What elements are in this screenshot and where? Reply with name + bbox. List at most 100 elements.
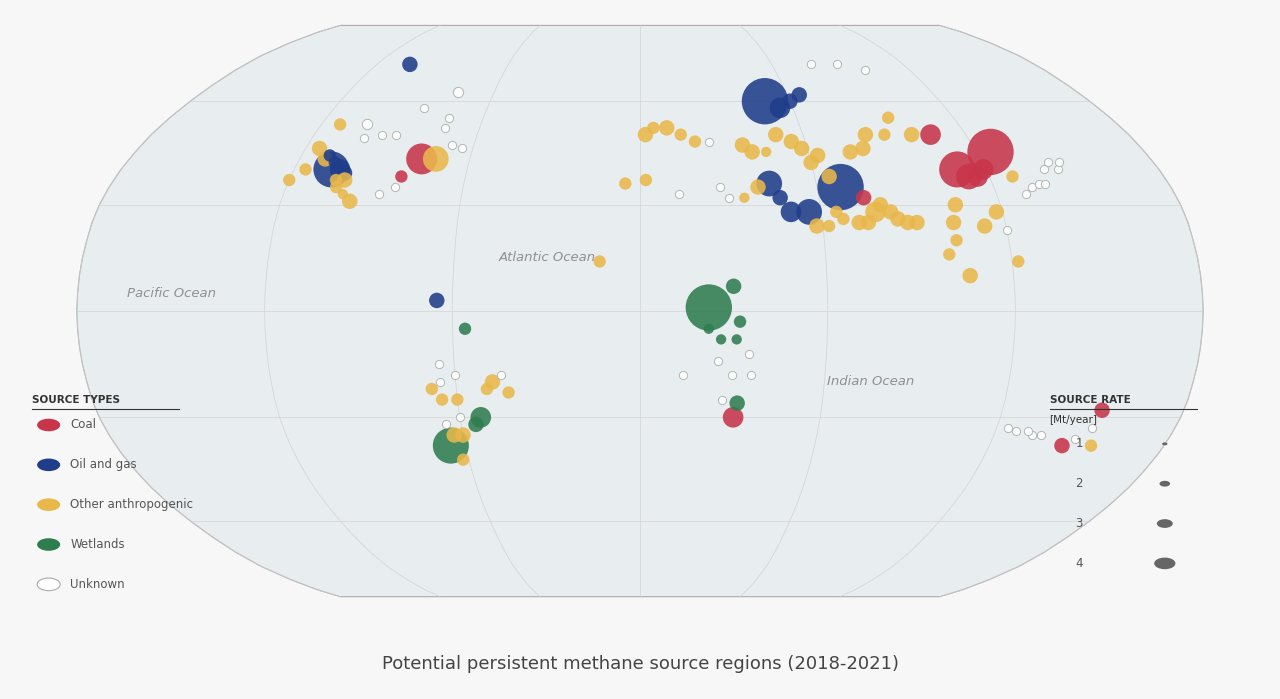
Point bbox=[492, 369, 512, 380]
Point bbox=[1021, 182, 1042, 193]
Text: Potential persistent methane source regions (2018-2021): Potential persistent methane source regi… bbox=[381, 655, 899, 673]
Point bbox=[801, 59, 822, 70]
Point bbox=[727, 334, 748, 345]
Point bbox=[769, 102, 790, 113]
Point bbox=[325, 175, 346, 186]
Point bbox=[855, 129, 876, 140]
Point bbox=[385, 129, 406, 140]
Point bbox=[334, 167, 355, 178]
Point bbox=[636, 175, 657, 186]
Point bbox=[310, 143, 330, 154]
Point bbox=[897, 217, 918, 228]
Point bbox=[385, 182, 406, 193]
Point bbox=[878, 112, 899, 123]
Text: [Mt/year]: [Mt/year] bbox=[1050, 415, 1097, 425]
Point bbox=[1080, 440, 1101, 452]
Point bbox=[444, 429, 465, 440]
Point bbox=[748, 182, 768, 193]
Text: Other anthropogenic: Other anthropogenic bbox=[70, 498, 193, 511]
Point bbox=[742, 146, 763, 157]
Point bbox=[730, 316, 750, 327]
Point bbox=[865, 206, 886, 217]
Point bbox=[326, 182, 347, 193]
Point bbox=[448, 86, 468, 97]
Point bbox=[635, 129, 655, 140]
Point bbox=[769, 192, 790, 203]
Text: Atlantic Ocean: Atlantic Ocean bbox=[498, 252, 595, 264]
Point bbox=[315, 153, 335, 164]
Point bbox=[854, 192, 874, 203]
Point bbox=[1006, 426, 1027, 437]
Point bbox=[759, 178, 780, 189]
Point bbox=[980, 146, 1001, 157]
Text: Unknown: Unknown bbox=[70, 578, 125, 591]
Point bbox=[425, 153, 445, 164]
Point bbox=[1038, 157, 1059, 168]
Point bbox=[471, 412, 492, 423]
Point bbox=[699, 136, 719, 147]
Text: 2: 2 bbox=[1075, 477, 1083, 490]
Point bbox=[320, 150, 340, 161]
Point bbox=[334, 175, 355, 186]
Text: 3: 3 bbox=[1075, 517, 1083, 530]
Point bbox=[1082, 422, 1102, 433]
Point bbox=[998, 422, 1019, 433]
Point bbox=[431, 394, 452, 405]
Point bbox=[819, 220, 840, 231]
Point bbox=[974, 220, 995, 231]
Point bbox=[413, 102, 434, 113]
Point bbox=[1030, 429, 1051, 440]
Point bbox=[325, 157, 346, 168]
Point bbox=[881, 206, 901, 217]
Point bbox=[590, 256, 611, 267]
Point bbox=[940, 249, 960, 260]
Point bbox=[1065, 433, 1085, 444]
Point bbox=[710, 334, 731, 345]
Point bbox=[780, 96, 800, 107]
Point bbox=[353, 133, 374, 144]
Point bbox=[426, 295, 447, 306]
Point bbox=[833, 213, 854, 224]
Point bbox=[959, 171, 979, 182]
Point bbox=[411, 153, 431, 164]
Point bbox=[447, 394, 467, 405]
Point bbox=[739, 348, 759, 359]
Point bbox=[339, 196, 360, 207]
Point bbox=[668, 189, 689, 200]
Point bbox=[454, 323, 475, 334]
Point bbox=[476, 383, 497, 394]
Point bbox=[371, 129, 392, 140]
Point bbox=[356, 119, 376, 130]
Point bbox=[616, 178, 636, 189]
Point bbox=[709, 182, 730, 193]
Point bbox=[781, 136, 801, 147]
Point bbox=[449, 412, 470, 423]
Point bbox=[947, 164, 968, 175]
Point bbox=[452, 143, 472, 154]
Point bbox=[986, 206, 1006, 217]
Text: SOURCE RATE: SOURCE RATE bbox=[1050, 396, 1130, 405]
Point bbox=[827, 59, 847, 70]
Point bbox=[849, 217, 869, 228]
Point bbox=[799, 206, 819, 217]
Point bbox=[466, 419, 486, 430]
Point bbox=[1033, 164, 1053, 175]
Point bbox=[392, 171, 412, 182]
Point bbox=[806, 220, 827, 231]
Point bbox=[968, 171, 988, 182]
Point bbox=[453, 429, 474, 440]
Point bbox=[945, 199, 965, 210]
Point bbox=[840, 146, 860, 157]
Point bbox=[708, 355, 728, 366]
Point bbox=[788, 89, 809, 101]
Point bbox=[498, 387, 518, 398]
Point bbox=[643, 122, 663, 134]
Point bbox=[781, 206, 801, 217]
Text: Coal: Coal bbox=[70, 419, 96, 431]
Text: 4: 4 bbox=[1075, 557, 1083, 570]
Point bbox=[808, 150, 828, 161]
Point bbox=[1048, 164, 1069, 175]
Point bbox=[874, 129, 895, 140]
Point bbox=[483, 376, 503, 387]
Point bbox=[858, 217, 878, 228]
